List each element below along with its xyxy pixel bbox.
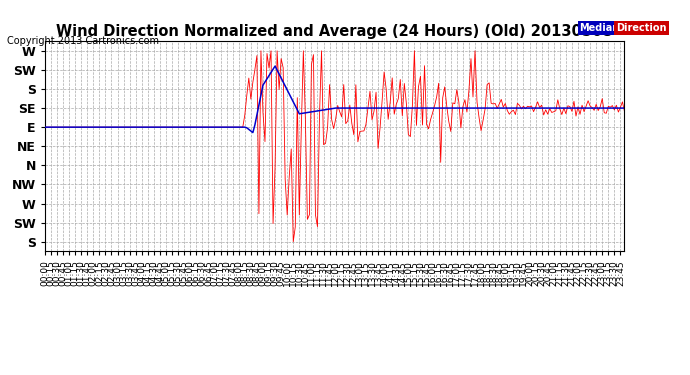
Text: Median: Median bbox=[580, 23, 620, 33]
Text: Copyright 2013 Cartronics.com: Copyright 2013 Cartronics.com bbox=[7, 36, 159, 46]
Text: Direction: Direction bbox=[616, 23, 667, 33]
Title: Wind Direction Normalized and Average (24 Hours) (Old) 20130508: Wind Direction Normalized and Average (2… bbox=[57, 24, 613, 39]
